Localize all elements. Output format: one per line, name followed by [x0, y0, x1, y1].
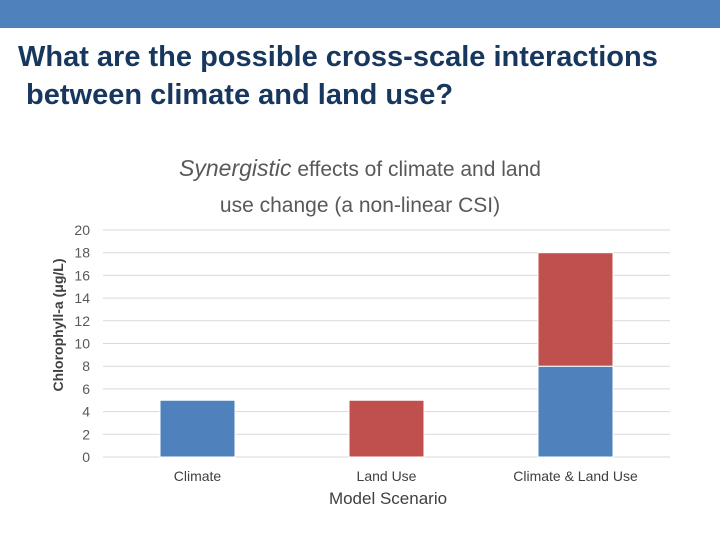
y-tick-label: 12: [74, 313, 90, 329]
y-tick-labels: 0 2 4 6 8 10 12 14 16 18 20: [74, 222, 90, 465]
y-axis-title: Chlorophyll-a (μg/L): [50, 259, 66, 392]
bar-segment: [348, 399, 425, 458]
chart-title-rest: effects of climate and land: [291, 158, 541, 181]
bars: [159, 252, 614, 458]
y-tick-label: 14: [74, 290, 90, 306]
y-tick-label: 0: [82, 449, 90, 465]
x-category-label: Land Use: [357, 468, 417, 484]
slide-title-line-1: What are the possible cross-scale intera…: [18, 41, 658, 73]
y-tick-label: 10: [74, 336, 90, 352]
slide-title-line-2: between climate and land use?: [18, 79, 454, 111]
y-tick-label: 2: [82, 426, 90, 442]
x-axis-title: Model Scenario: [329, 489, 447, 508]
bar-segment: [537, 252, 614, 367]
y-tick-label: 18: [74, 245, 90, 261]
top-accent-bar: [0, 0, 720, 28]
y-tick-label: 6: [82, 381, 90, 397]
slide-title: What are the possible cross-scale intera…: [18, 38, 708, 114]
chart-title-emphasis: Synergistic: [179, 155, 292, 181]
y-tick-label: 4: [82, 404, 90, 420]
chart-title: Synergistic effects of climate and land …: [60, 150, 660, 224]
x-category-labels: Climate Land Use Climate & Land Use: [174, 468, 638, 484]
y-tick-label: 20: [74, 222, 90, 238]
y-tick-label: 16: [74, 267, 90, 283]
bar-segment: [159, 399, 236, 458]
chart-title-line-2: use change (a non-linear CSI): [219, 194, 501, 217]
chart-title-line-1: Synergistic effects of climate and land: [60, 150, 660, 188]
x-category-label: Climate: [174, 468, 222, 484]
y-tick-label: 8: [82, 358, 90, 374]
bar-segment: [537, 365, 614, 458]
x-category-label: Climate & Land Use: [513, 468, 638, 484]
